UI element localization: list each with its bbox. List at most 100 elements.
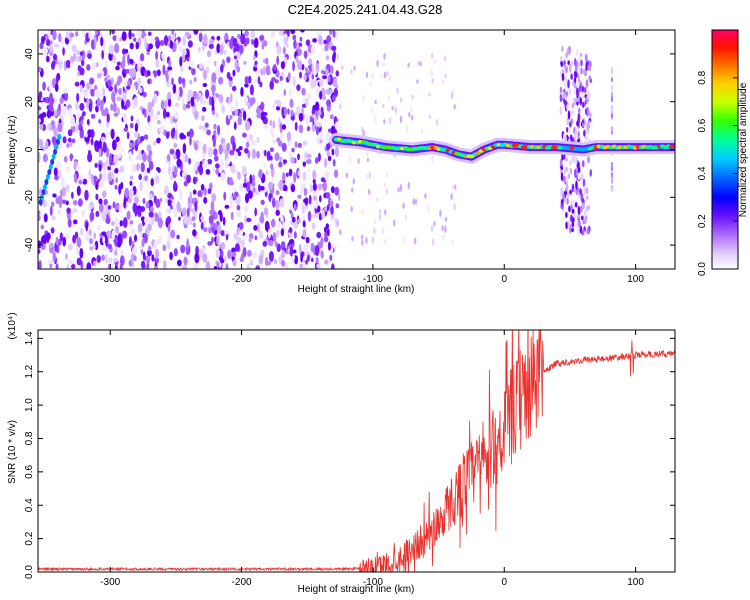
noise-speckle (129, 175, 134, 180)
noise-speckle (134, 208, 139, 215)
noise-speckle (326, 204, 330, 211)
noise-speckle (365, 71, 369, 78)
noise-speckle (39, 42, 44, 50)
noise-speckle (170, 229, 176, 239)
noise-speckle (297, 153, 300, 161)
noise-speckle (317, 205, 321, 213)
noise-speckle (76, 257, 82, 266)
noise-speckle (278, 161, 283, 168)
noise-speckle (211, 72, 217, 84)
noise-speckle (405, 125, 409, 134)
noise-speckle (211, 110, 216, 115)
noise-speckle (371, 72, 374, 79)
noise-speckle (315, 212, 320, 218)
noise-speckle (268, 250, 274, 262)
noise-speckle (218, 94, 224, 103)
noise-speckle (95, 193, 99, 201)
noise-speckle (113, 154, 119, 165)
noise-speckle (122, 230, 128, 239)
noise-speckle (183, 180, 188, 187)
noise-speckle (135, 41, 140, 50)
interference-speckle (573, 132, 577, 141)
noise-speckle (263, 163, 267, 168)
edge-feature (48, 163, 53, 170)
noise-speckle (127, 197, 132, 204)
noise-speckle (259, 230, 263, 239)
interference-speckle (565, 52, 568, 59)
noise-speckle (237, 171, 241, 181)
noise-speckle (88, 229, 92, 237)
interference-speckle (586, 106, 590, 117)
noise-speckle (374, 100, 377, 105)
noise-speckle (67, 137, 72, 143)
noise-speckle (95, 210, 100, 218)
noise-speckle (228, 76, 233, 81)
noise-speckle (371, 107, 374, 114)
noise-speckle (291, 147, 295, 153)
noise-speckle (249, 97, 254, 107)
interference-speckle (581, 230, 584, 236)
noise-speckle (407, 62, 410, 68)
noise-speckle (123, 115, 128, 124)
x-tick-label: 100 (627, 577, 644, 588)
noise-speckle (243, 215, 248, 224)
noise-speckle (314, 157, 319, 164)
noise-speckle (76, 112, 81, 120)
interference-speckle (580, 172, 584, 182)
noise-speckle (213, 94, 217, 102)
noise-speckle (233, 55, 237, 60)
noise-speckle (167, 199, 172, 207)
noise-speckle (285, 43, 289, 48)
noise-speckle (149, 193, 153, 200)
noise-speckle (134, 196, 139, 205)
noise-speckle (140, 260, 146, 269)
noise-speckle (126, 131, 130, 140)
interference-speckle (574, 202, 578, 208)
noise-speckle (66, 142, 70, 149)
noise-speckle (326, 99, 331, 107)
noise-speckle (65, 165, 70, 172)
noise-speckle (331, 149, 335, 156)
noise-speckle (182, 134, 187, 140)
noise-speckle (45, 140, 49, 150)
noise-speckle (218, 172, 221, 177)
noise-speckle (120, 181, 124, 190)
noise-speckle (70, 116, 76, 127)
interference-speckle (570, 60, 574, 66)
noise-speckle (265, 170, 270, 176)
noise-speckle (105, 132, 109, 138)
interference-speckle (610, 187, 614, 193)
noise-speckle (79, 51, 84, 56)
noise-speckle (428, 92, 431, 97)
noise-speckle (273, 64, 277, 71)
noise-speckle (183, 214, 189, 225)
noise-speckle (99, 173, 103, 181)
noise-speckle (59, 232, 64, 242)
noise-speckle (201, 99, 207, 105)
noise-speckle (96, 224, 101, 231)
noise-speckle (243, 96, 249, 104)
y-tick-label: 1.0 (24, 398, 35, 412)
noise-speckle (108, 257, 113, 263)
noise-speckle (329, 114, 334, 120)
noise-speckle (61, 199, 67, 204)
noise-speckle (224, 204, 230, 209)
noise-speckle (283, 33, 288, 39)
noise-speckle (111, 230, 116, 241)
snr-panel: -300 -200 -100 0 100 0.0 0.2 0.4 0.6 0.8 1.0 1.2 1.… (7, 312, 676, 595)
noise-speckle (128, 236, 132, 247)
noise-speckle (249, 174, 253, 185)
noise-speckle (147, 70, 151, 77)
noise-speckle (383, 71, 387, 79)
noise-speckle (324, 231, 328, 240)
noise-speckle (232, 69, 236, 77)
noise-speckle (112, 164, 116, 170)
noise-speckle (306, 153, 312, 159)
noise-speckle (239, 256, 244, 263)
noise-speckle (171, 30, 174, 36)
noise-speckle (331, 45, 337, 52)
noise-speckle (122, 92, 127, 102)
noise-speckle (167, 66, 173, 71)
noise-speckle (202, 82, 208, 88)
noise-speckle (215, 168, 220, 175)
